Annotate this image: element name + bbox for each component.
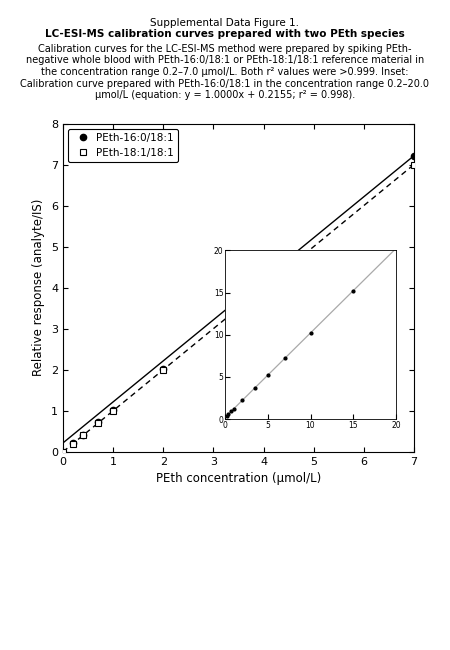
Y-axis label: Relative response (analyte/IS): Relative response (analyte/IS): [32, 199, 45, 376]
Text: LC-ESI-MS calibration curves prepared with two PEth species: LC-ESI-MS calibration curves prepared wi…: [45, 29, 405, 39]
Text: Calibration curve prepared with PEth-16:0/18:1 in the concentration range 0.2–20: Calibration curve prepared with PEth-16:…: [21, 79, 429, 88]
Text: μmol/L (equation: y = 1.0000x + 0.2155; r² = 0.998).: μmol/L (equation: y = 1.0000x + 0.2155; …: [95, 90, 355, 100]
Text: Calibration curves for the LC-ESI-MS method were prepared by spiking PEth-: Calibration curves for the LC-ESI-MS met…: [38, 44, 412, 53]
Text: the concentration range 0.2–7.0 μmol/L. Both r² values were >0.999. Inset:: the concentration range 0.2–7.0 μmol/L. …: [41, 67, 409, 77]
X-axis label: PEth concentration (μmol/L): PEth concentration (μmol/L): [156, 472, 321, 485]
Legend: PEth-16:0/18:1, PEth-18:1/18:1: PEth-16:0/18:1, PEth-18:1/18:1: [68, 129, 178, 162]
Text: negative whole blood with PEth-16:0/18:1 or PEth-18:1/18:1 reference material in: negative whole blood with PEth-16:0/18:1…: [26, 55, 424, 65]
Text: Supplemental Data Figure 1.: Supplemental Data Figure 1.: [150, 18, 300, 28]
